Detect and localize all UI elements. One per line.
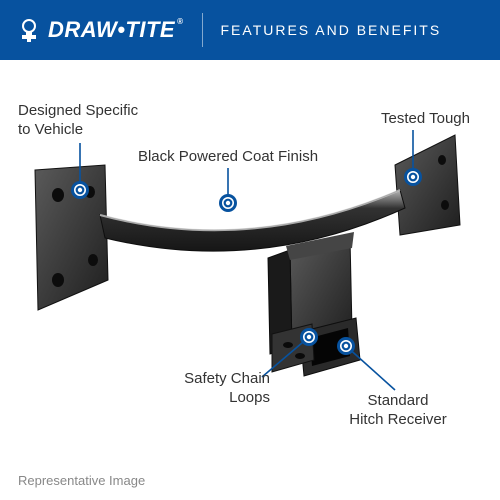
footnote: Representative Image (18, 473, 145, 488)
header-bar: DRAW•TITE® FEATURES AND BENEFITS (0, 0, 500, 60)
callout-receiver: StandardHitch Receiver (338, 392, 458, 430)
callout-marker-loops (300, 328, 318, 346)
diagram-canvas: Designed Specificto Vehicle Black Powere… (0, 60, 500, 500)
header-divider (202, 13, 203, 47)
brand-logo: DRAW•TITE® (16, 17, 184, 43)
hitch-ball-icon (16, 17, 42, 43)
receiver-assembly (268, 232, 360, 376)
header-subtitle: FEATURES AND BENEFITS (221, 22, 442, 38)
callout-loops: Safety ChainLoops (170, 370, 270, 408)
callout-marker-finish (219, 194, 237, 212)
crossbar (100, 190, 405, 251)
callout-marker-receiver (337, 337, 355, 355)
callout-tested: Tested Tough (340, 110, 470, 129)
right-mount-plate (395, 135, 460, 235)
logo-text: DRAW•TITE® (48, 17, 184, 43)
callout-designed: Designed Specificto Vehicle (18, 102, 168, 140)
callout-marker-designed (71, 181, 89, 199)
left-mount-plate (35, 165, 108, 310)
callout-finish: Black Powered Coat Finish (128, 148, 328, 167)
callout-marker-tested (404, 168, 422, 186)
